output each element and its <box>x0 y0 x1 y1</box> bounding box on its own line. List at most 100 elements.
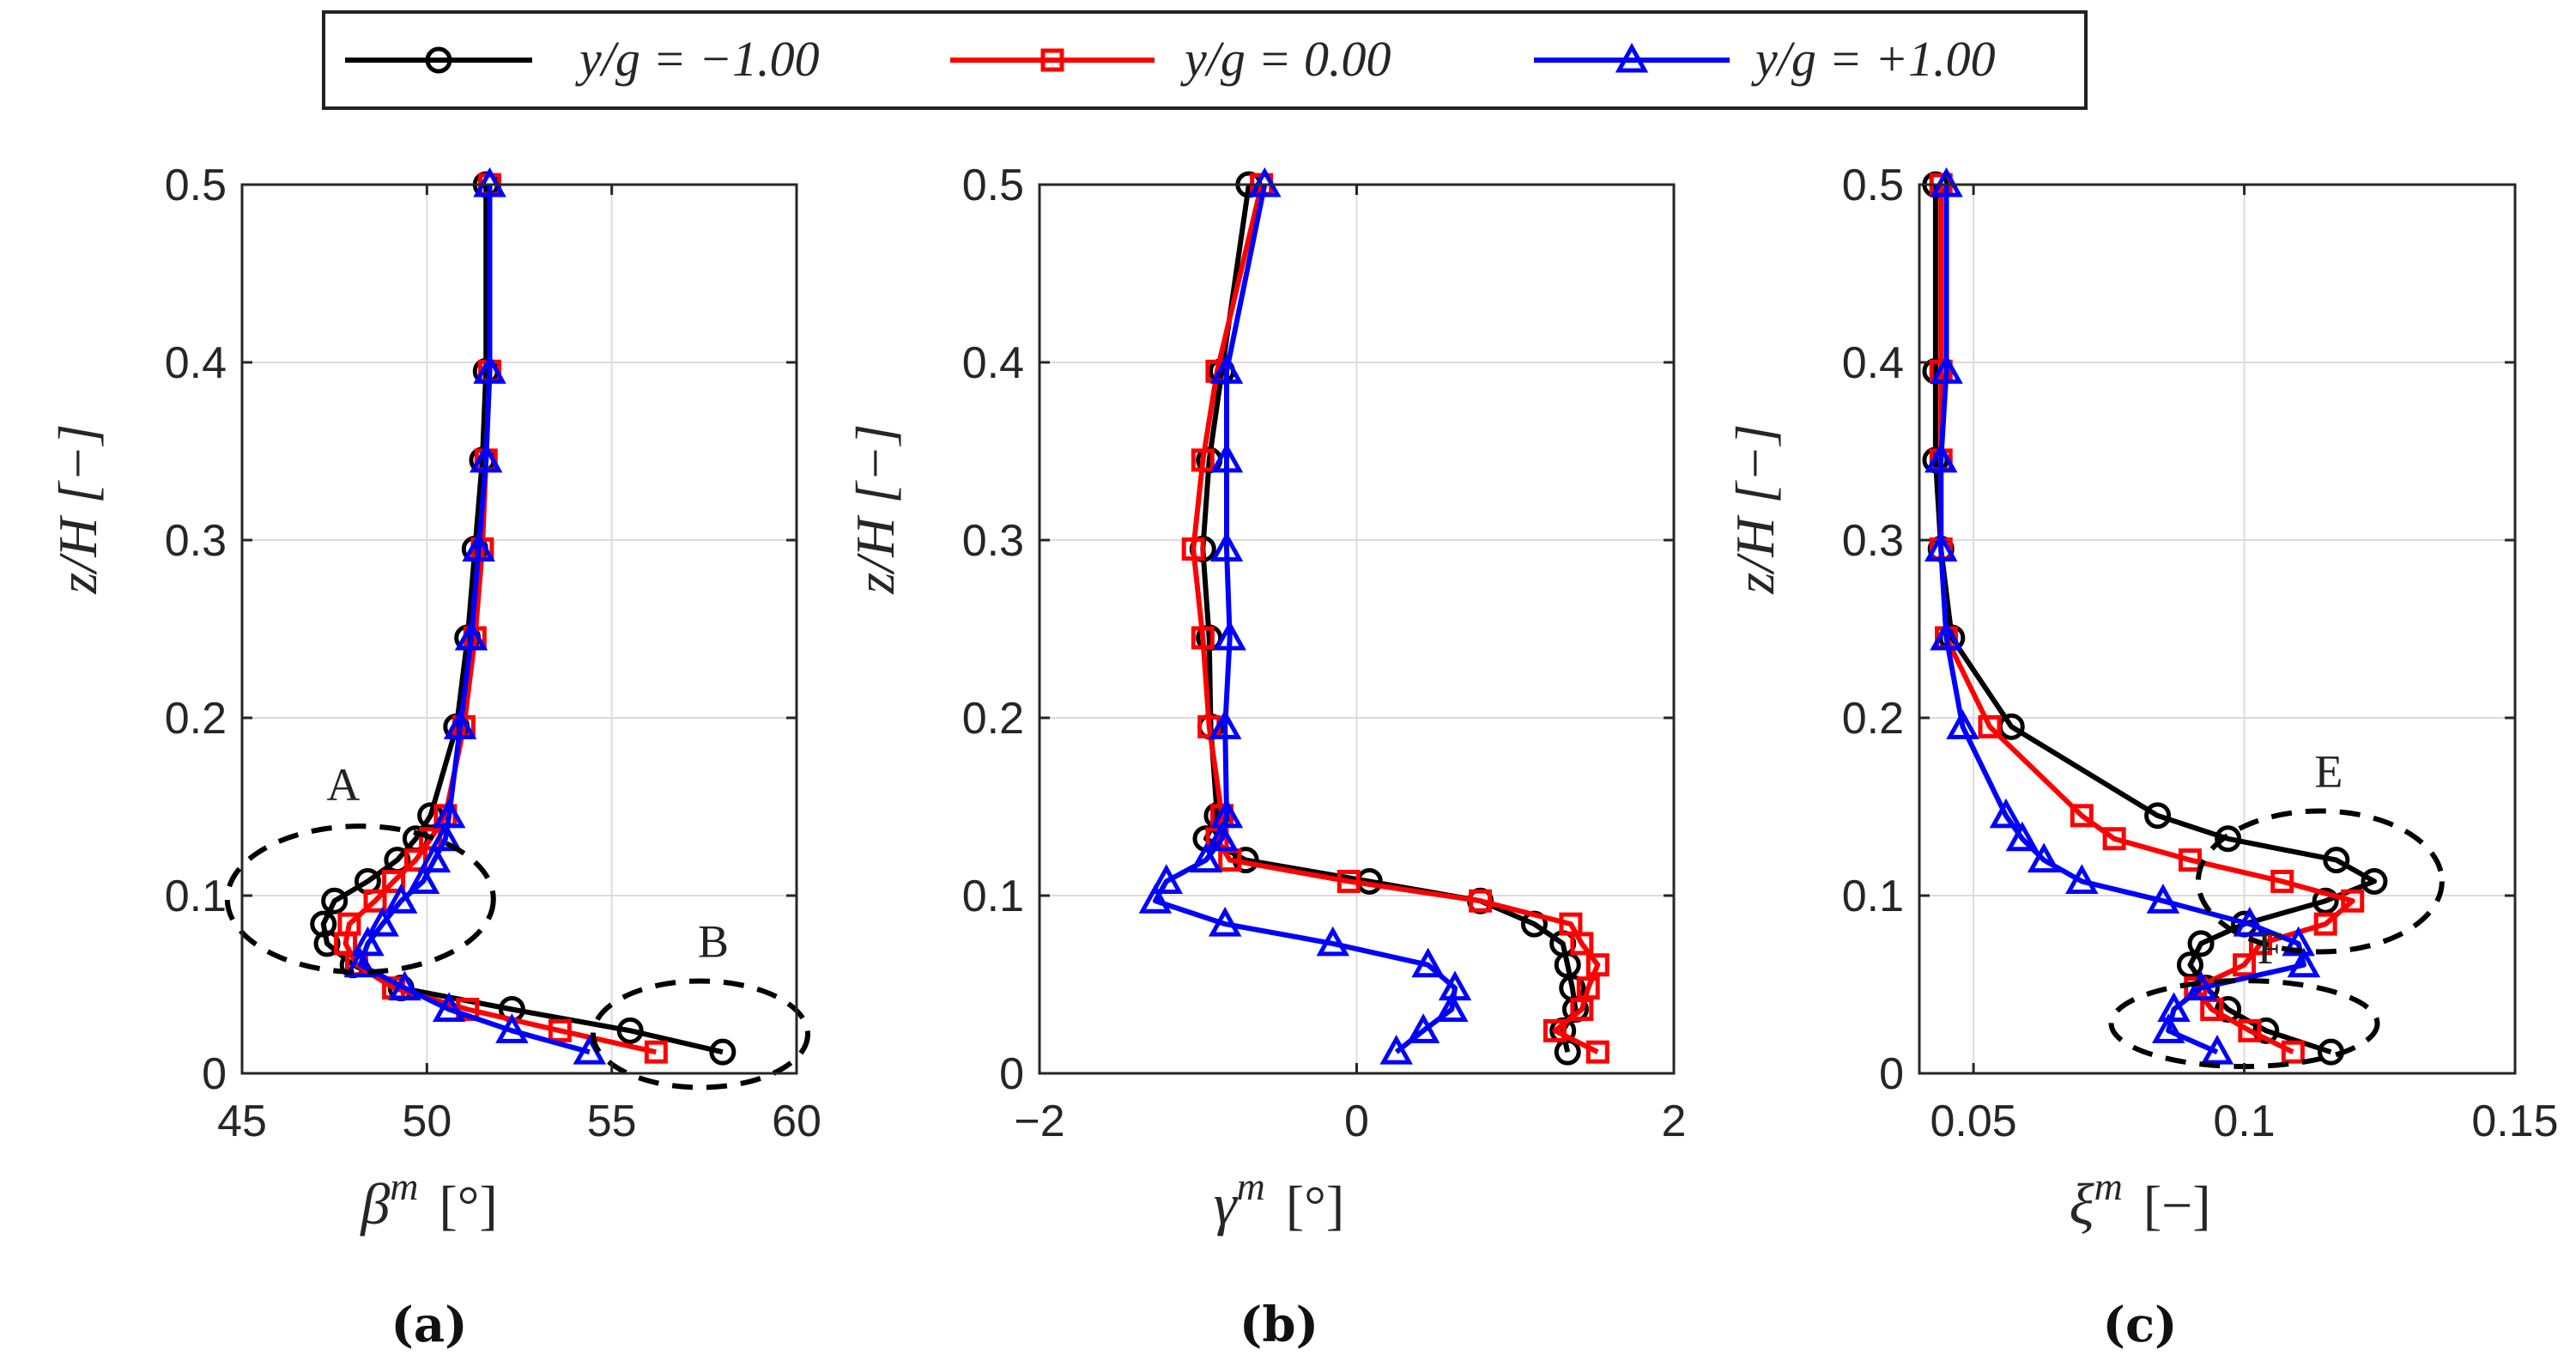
panel-b: −2 0 200.10.20.30.40.5z/H [−]γm [°](b) <box>845 161 1686 1353</box>
data-point <box>1978 714 2002 738</box>
y-tick-label: 0.1 <box>962 872 1024 921</box>
series-yg-plus1 <box>1924 167 2321 1065</box>
x-axis-unit: [−] <box>2143 1175 2211 1236</box>
data-point <box>1213 620 1246 651</box>
data-point <box>388 970 421 1001</box>
data-point <box>1209 442 1244 473</box>
panel-label: (c) <box>2102 1297 2177 1353</box>
x-tick-label: 0.1 <box>2213 1097 2275 1146</box>
data-point <box>1585 953 1609 977</box>
legend-entry: y/g = −1.00 <box>345 31 820 87</box>
data-point <box>2287 947 2321 978</box>
data-point <box>709 1038 736 1066</box>
series-line <box>1191 184 1601 1054</box>
data-point <box>1411 947 1445 978</box>
data-point <box>2176 951 2203 979</box>
x-axis-label: ξm [−] <box>2069 1164 2210 1236</box>
data-point <box>2184 970 2218 1001</box>
data-point <box>1435 992 1469 1022</box>
data-point <box>473 354 506 384</box>
data-point <box>462 532 495 562</box>
x-tick-label: 55 <box>587 1097 637 1146</box>
y-tick-label: 0.2 <box>1842 694 1904 744</box>
data-point <box>1930 620 1963 651</box>
y-tick-label: 0.5 <box>1842 161 1904 210</box>
data-point <box>1924 442 1958 473</box>
data-point <box>1570 932 1594 956</box>
data-point <box>454 620 488 651</box>
data-point <box>406 864 440 894</box>
data-point <box>1989 798 2023 829</box>
data-point <box>428 821 463 852</box>
data-point <box>2233 953 2257 977</box>
panel-label: (b) <box>1240 1297 1318 1353</box>
data-point <box>2312 887 2339 914</box>
y-tick-label: 0.2 <box>962 694 1024 744</box>
data-point <box>1554 1038 1581 1066</box>
y-tick-label: 0 <box>202 1049 227 1099</box>
data-point <box>2005 821 2040 852</box>
x-axis-superscript: m <box>390 1164 418 1208</box>
data-point <box>351 926 385 957</box>
y-tick-label: 0.1 <box>165 872 227 921</box>
series-line <box>1200 184 1579 1053</box>
data-point <box>1208 906 1242 937</box>
data-point <box>321 887 349 914</box>
data-point <box>1336 869 1361 893</box>
x-axis-unit: [°] <box>1286 1175 1344 1236</box>
y-tick-label: 0.5 <box>962 161 1024 210</box>
data-point <box>334 932 358 956</box>
data-point <box>432 992 466 1022</box>
panel-c: E F 0.05 0.1 0.15 0 0.1 0.2 0.3 0.4 0.5 z/H [−] ξm [−… <box>1724 161 2559 1353</box>
x-tick-label: 0.15 <box>2471 1097 2558 1146</box>
data-point <box>2238 1018 2262 1042</box>
y-tick-label: 0.4 <box>962 338 1024 388</box>
data-point <box>1946 709 1979 739</box>
legend-box <box>322 10 2088 110</box>
annotation-ellipse <box>2195 808 2445 955</box>
data-point <box>2027 842 2061 873</box>
x-tick-label: 45 <box>217 1097 267 1146</box>
data-point <box>1181 537 1205 561</box>
data-point <box>2215 825 2242 853</box>
annotation-label: F <box>2258 922 2283 974</box>
data-point <box>616 1017 644 1044</box>
x-tick-label: 60 <box>772 1097 821 1146</box>
data-point <box>2146 884 2180 914</box>
data-point <box>1205 821 1239 852</box>
y-tick-label: 0.2 <box>165 694 227 744</box>
data-point <box>2313 912 2337 936</box>
annotation-ellipse <box>591 978 811 1091</box>
data-point <box>2281 1040 2305 1064</box>
data-point <box>1543 1018 1567 1042</box>
data-point <box>2070 804 2094 828</box>
legend-marker-triangle <box>1615 42 1649 73</box>
data-point <box>1316 926 1350 957</box>
data-point <box>2341 889 2365 913</box>
y-tick-label: 0.3 <box>962 516 1024 566</box>
data-point <box>443 709 477 739</box>
annotation-label: A <box>326 759 360 811</box>
data-point <box>1149 864 1184 894</box>
y-tick-label: 0 <box>999 1049 1024 1099</box>
legend-entry: y/g = +1.00 <box>1534 31 1996 87</box>
data-point <box>2144 802 2172 829</box>
data-point <box>2178 848 2202 872</box>
x-axis-symbol: γ <box>1214 1171 1239 1236</box>
y-tick-label: 0.3 <box>1842 516 1904 566</box>
data-point <box>1209 354 1244 384</box>
data-point <box>1379 1035 1413 1065</box>
y-tick-label: 0.4 <box>165 338 227 388</box>
data-point <box>2233 906 2267 937</box>
y-tick-label: 0.5 <box>165 161 227 210</box>
axes-box <box>240 183 798 1075</box>
x-tick-label: 50 <box>402 1097 452 1146</box>
x-tick-label: 2 <box>1662 1097 1687 1146</box>
plot-area <box>1919 185 2515 1073</box>
x-axis-symbol: β <box>359 1171 390 1236</box>
legend-entry: y/g = 0.00 <box>950 31 1391 87</box>
x-axis-unit: [°] <box>439 1175 497 1236</box>
data-point <box>1191 626 1215 650</box>
panel-label: (a) <box>391 1297 467 1353</box>
annotation-B: B <box>591 915 811 1091</box>
